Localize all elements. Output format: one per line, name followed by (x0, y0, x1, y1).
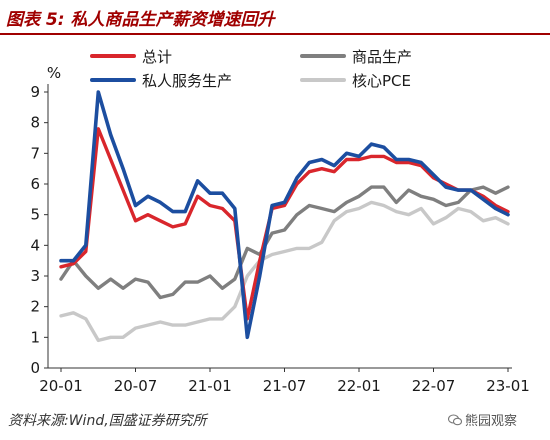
line-chart: 0 1 2 3 4 5 6 7 8 9% 20-01 20-07 21-01 21-07 22-01 22-0… (30, 48, 530, 395)
figure-title: 图表 5: 私人商品生产薪资增速回升 (6, 10, 275, 30)
x-tick-label: 21-01 (188, 377, 232, 395)
series-line-3 (59, 200, 510, 343)
watermark: 熊园观察 (448, 410, 517, 429)
series-line-2 (59, 90, 510, 340)
x-tick-label: 23-01 (486, 377, 530, 395)
y-tick-label: 8 (30, 114, 40, 132)
series-line-1 (59, 185, 510, 300)
y-tick-label: 3 (30, 267, 40, 285)
legend-label-3: 核心PCE (352, 72, 411, 90)
title-divider (0, 33, 550, 35)
figure-header: 图表 5: 私人商品生产薪资增速回升 (0, 0, 550, 30)
y-tick-label: 2 (30, 298, 40, 316)
source-note: 资料来源:Wind,国盛证券研究所 (8, 413, 207, 429)
legend-label-1: 商品生产 (352, 48, 412, 66)
x-tick-label: 22-01 (337, 377, 381, 395)
y-tick-label: 0 (30, 359, 40, 377)
legend-label-0: 总计 (142, 48, 172, 66)
y-tick-label: 6 (30, 175, 40, 193)
y-tick-label: 5 (30, 206, 40, 224)
y-tick-label: 9 (30, 83, 40, 101)
y-unit-label: % (47, 64, 61, 82)
x-tick-label: 22-07 (412, 377, 456, 395)
x-tick-label: 21-07 (263, 377, 307, 395)
y-tick-label: 4 (30, 236, 40, 254)
x-tick-label: 20-07 (114, 377, 158, 395)
x-tick-label: 20-01 (39, 377, 83, 395)
legend-label-2: 私人服务生产 (142, 72, 232, 90)
y-tick-label: 7 (30, 144, 40, 162)
watermark-text: 熊园观察 (465, 414, 518, 429)
wechat-icon (448, 413, 462, 425)
y-tick-label: 1 (30, 328, 40, 346)
series-line-0 (59, 127, 510, 321)
